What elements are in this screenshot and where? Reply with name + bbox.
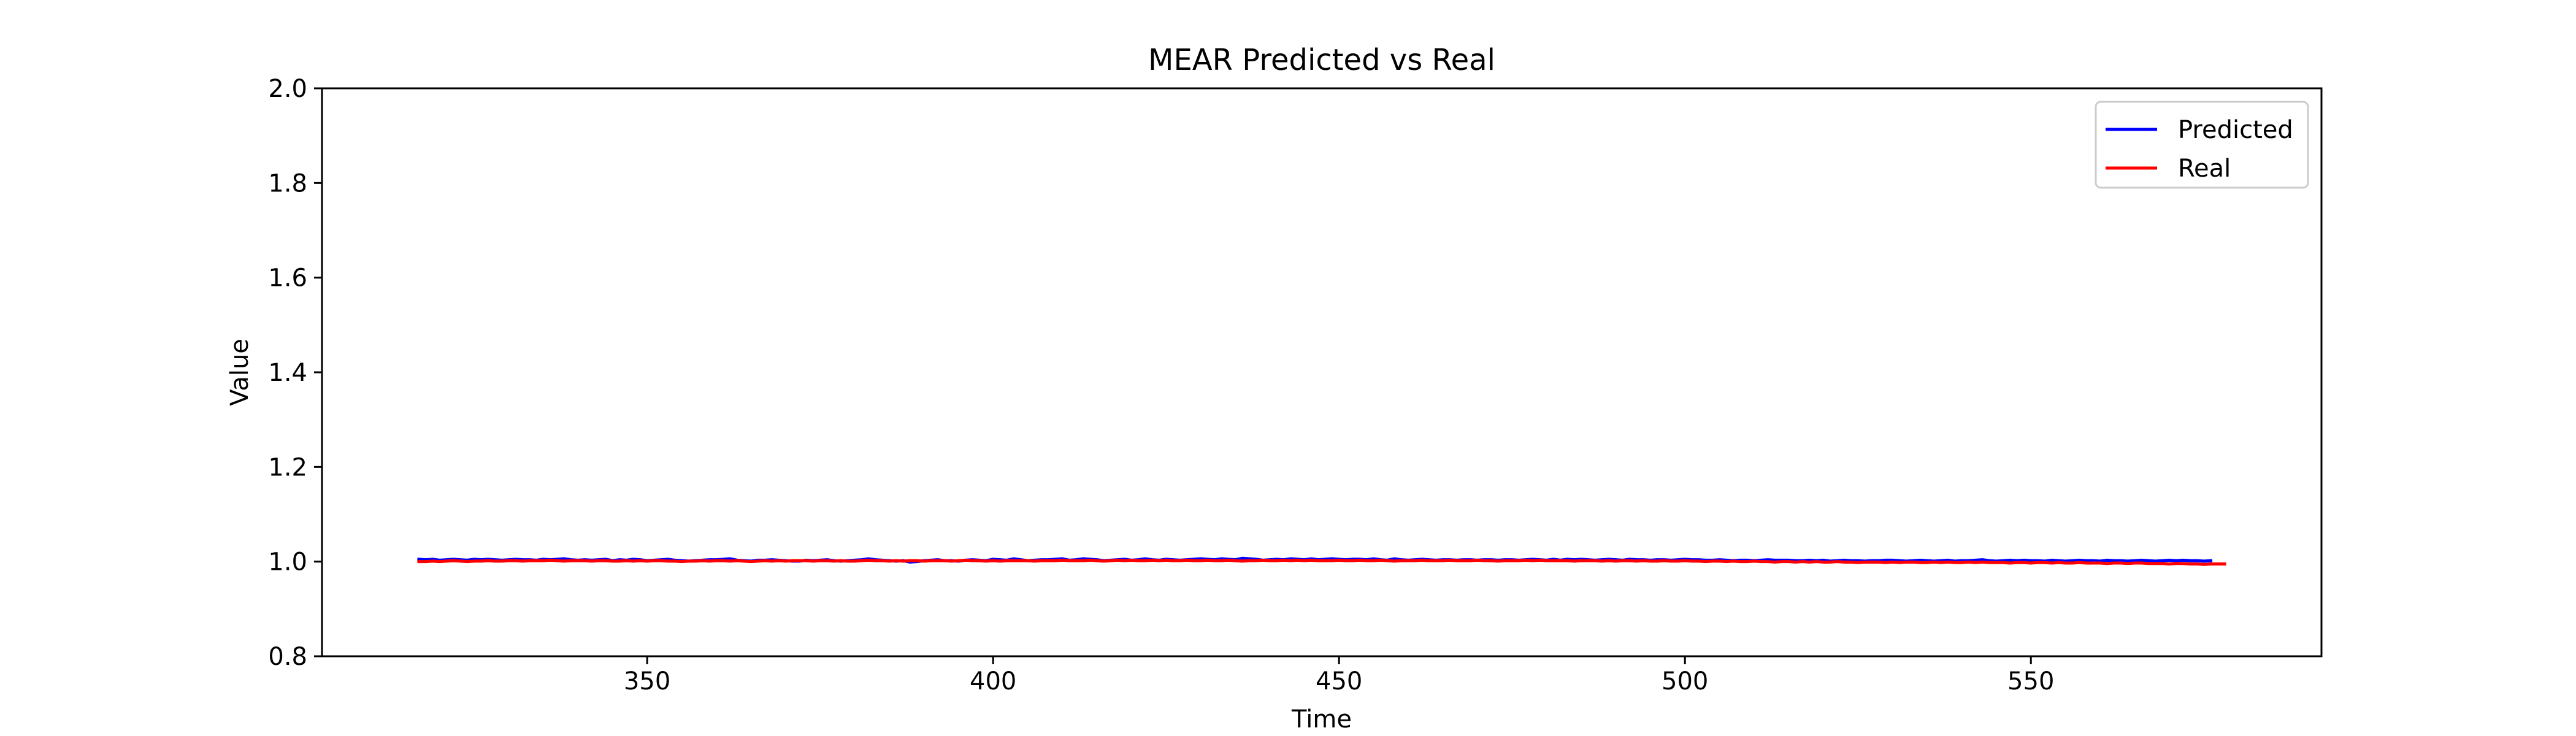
- x-tick-label: 450: [1316, 667, 1362, 696]
- y-tick-label: 1.6: [268, 264, 307, 293]
- y-tick-label: 1.4: [268, 359, 307, 387]
- x-tick-label: 400: [970, 667, 1016, 696]
- legend: Predicted Real: [2095, 101, 2309, 189]
- y-tick-label: 0.8: [268, 643, 307, 671]
- y-tick-label: 1.8: [268, 169, 307, 197]
- y-tick-label: 1.0: [268, 548, 307, 577]
- x-tick-label: 350: [624, 667, 670, 696]
- series-line-real: [417, 558, 2226, 566]
- series-layer: [417, 556, 2226, 566]
- x-tick-label: 500: [1662, 667, 1708, 696]
- y-tick-label: 2.0: [268, 75, 307, 103]
- legend-box: [2095, 101, 2309, 189]
- chart-title: MEAR Predicted vs Real: [1148, 43, 1495, 77]
- y-axis-label: Value: [226, 339, 254, 406]
- x-tick-label: 550: [2007, 667, 2054, 696]
- legend-label-real: Real: [2178, 155, 2231, 183]
- legend-label-predicted: Predicted: [2178, 116, 2293, 144]
- ticks-layer: 350 400 450 500 550 0.8 1.0 1.2 1.4 1.6 1.8 2.0: [268, 75, 2054, 696]
- y-tick-label: 1.2: [268, 453, 307, 481]
- x-axis-label: Time: [1291, 705, 1352, 734]
